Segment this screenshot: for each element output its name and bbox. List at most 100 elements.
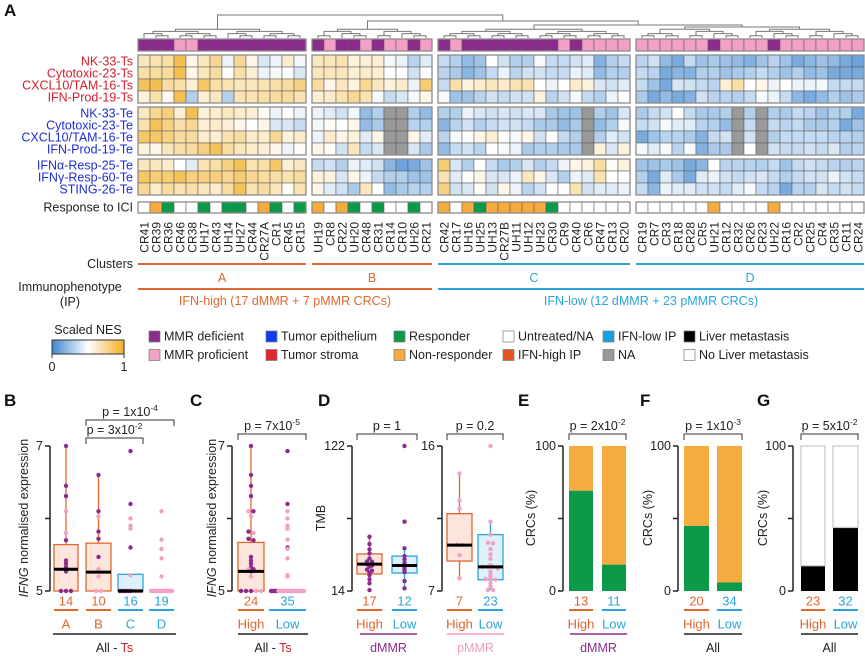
response-cell xyxy=(509,201,523,214)
heatmap-cell xyxy=(257,158,271,172)
data-point-pmmr xyxy=(285,546,290,552)
heatmap-cell xyxy=(209,90,223,104)
heatmap-cell xyxy=(779,130,793,144)
mmr-status-cell xyxy=(839,38,853,52)
data-point-pmmr xyxy=(128,572,133,578)
heatmap-cell xyxy=(221,66,235,80)
heatmap-cell xyxy=(767,142,781,156)
sample-label: CR27A xyxy=(258,222,272,261)
heatmap-cell xyxy=(659,118,673,132)
heatmap-cell xyxy=(149,78,163,92)
y-tick-label: 100 xyxy=(535,439,556,453)
heatmap-cell xyxy=(707,142,721,156)
mmr-status-cell xyxy=(635,38,649,52)
mmr-status-cell xyxy=(473,38,487,52)
heatmap-cell xyxy=(545,90,559,104)
heatmap-cell xyxy=(461,158,475,172)
heatmap-cell xyxy=(767,90,781,104)
sample-label: UH14 xyxy=(222,222,236,253)
heatmap-cell xyxy=(671,118,685,132)
response-cell xyxy=(605,201,619,214)
legend-item: Tumor stroma xyxy=(265,348,358,362)
heatmap-cell xyxy=(581,66,595,80)
data-point-pmmr xyxy=(285,516,290,521)
heatmap-cell xyxy=(803,78,817,92)
y-tick-label: 7 xyxy=(36,439,43,453)
heatmap-cell xyxy=(827,66,841,80)
row-label: NK-33-Te xyxy=(80,107,133,121)
heatmap-cell xyxy=(605,170,619,184)
legend-label: Tumor epithelium xyxy=(281,330,377,344)
footer-text: pMMR xyxy=(457,641,494,655)
heatmap-cell xyxy=(533,170,547,184)
heatmap-cell xyxy=(335,54,349,68)
heatmap-cell xyxy=(617,142,631,156)
row-label: Cytotoxic-23-Te xyxy=(46,119,133,133)
heatmap-cell xyxy=(407,90,421,104)
heatmap-cell xyxy=(323,170,337,184)
heatmap-cell xyxy=(335,130,349,144)
heatmap-cell xyxy=(359,142,373,156)
heatmap-cell xyxy=(851,158,865,172)
heatmap-cell xyxy=(671,158,685,172)
heatmap-cell-na xyxy=(383,118,397,132)
heatmap-cell xyxy=(473,142,487,156)
sample-label: CR16 xyxy=(780,222,794,253)
heatmap-cell xyxy=(419,90,433,104)
data-point-pmmr xyxy=(488,576,493,582)
heatmap-cell xyxy=(197,78,211,92)
block-outline xyxy=(311,38,433,52)
sample-label: CR45 xyxy=(282,222,296,253)
heatmap-cell xyxy=(545,118,559,132)
heatmap-cell xyxy=(383,182,397,196)
heatmap-cell xyxy=(323,106,337,120)
significance-bracket xyxy=(568,433,627,440)
block-outline xyxy=(311,158,433,196)
p-value-text: p = 1x10 xyxy=(102,405,150,419)
group-label: B xyxy=(94,617,103,632)
heatmap-cell xyxy=(605,142,619,156)
p-value-label: p = 3x10-2 xyxy=(87,421,143,437)
heatmap-cell xyxy=(533,130,547,144)
heatmap-cell xyxy=(233,54,247,68)
heatmap-cell xyxy=(659,66,673,80)
heatmap-cell xyxy=(185,130,199,144)
heatmap-cell xyxy=(509,78,523,92)
sample-label: CR6 xyxy=(582,222,596,246)
heatmap-cell xyxy=(569,142,583,156)
legend-item: NA xyxy=(602,348,636,362)
heatmap-cell xyxy=(245,66,259,80)
heatmap-cell xyxy=(461,130,475,144)
legend-label: Responder xyxy=(409,330,470,344)
heatmap-cell xyxy=(371,130,385,144)
data-point-dmmr xyxy=(128,545,133,550)
heatmap-cell xyxy=(827,170,841,184)
heatmap-cell xyxy=(707,158,721,172)
heatmap-cell xyxy=(509,106,523,120)
heatmap-cell xyxy=(281,106,295,120)
heatmap-cell xyxy=(707,106,721,120)
group-label: Low xyxy=(602,617,626,632)
sample-count: 16 xyxy=(123,594,137,609)
heatmap-cell xyxy=(383,66,397,80)
data-point-pmmr xyxy=(169,588,175,594)
heatmap-cell xyxy=(161,66,175,80)
heatmap-cell xyxy=(473,66,487,80)
block-outline xyxy=(437,38,631,52)
data-point-dmmr xyxy=(248,472,254,478)
heatmap-cell xyxy=(335,142,349,156)
legend-swatch xyxy=(265,349,278,361)
plot: 0 100 13 High 11 Low p = 2x10-2 dMMR xyxy=(535,417,627,655)
heatmap-cell xyxy=(293,182,307,196)
heatmap-cell xyxy=(293,106,307,120)
data-point-pmmr xyxy=(285,526,290,531)
heatmap-cell xyxy=(461,90,475,104)
data-point-dmmr xyxy=(251,538,256,543)
heatmap-cell xyxy=(521,78,535,92)
heatmap-cell xyxy=(335,158,349,172)
data-point-pmmr xyxy=(490,587,496,593)
mmr-status-cell xyxy=(827,38,841,52)
heatmap-cell xyxy=(395,54,409,68)
heatmap-cell xyxy=(473,54,487,68)
heatmap-cell xyxy=(161,158,175,172)
